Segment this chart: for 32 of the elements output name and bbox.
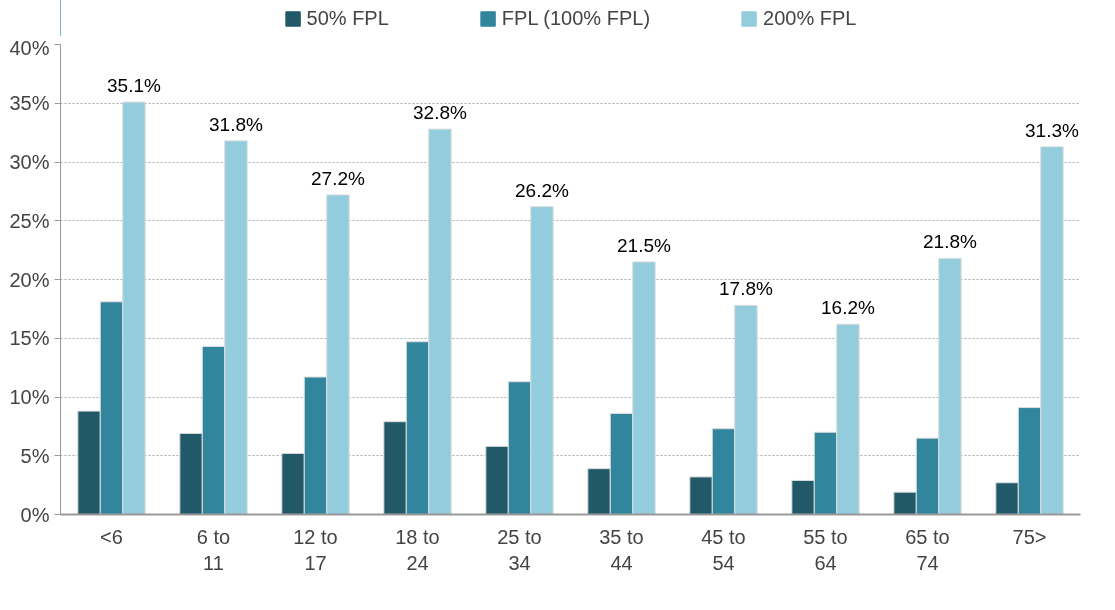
y-tick-label: 35% (9, 92, 50, 115)
y-tick-label: 5% (20, 444, 50, 467)
data-label: 32.8% (413, 102, 467, 124)
x-tick-label: 55 to 64 (803, 525, 848, 574)
x-tick-label: 75> (1012, 525, 1047, 548)
x-tick-label: 18 to 24 (395, 525, 440, 574)
data-label: 26.2% (515, 179, 569, 201)
y-tick-label: 30% (9, 151, 50, 173)
x-tick-label: 6 to 11 (196, 525, 231, 574)
legend-label: 50% FPL (306, 6, 389, 30)
x-tick-label: 25 to 34 (497, 525, 542, 574)
y-tick-label: 25% (9, 209, 50, 232)
data-label: 21.8% (923, 231, 977, 253)
data-label: 35.1% (107, 75, 161, 97)
y-tick-label: 10% (9, 386, 50, 408)
data-label: 17.8% (719, 278, 773, 300)
x-tick-label: 45 to 54 (701, 525, 746, 574)
y-tick-label: 0% (20, 503, 50, 526)
data-label: 31.8% (209, 113, 263, 135)
y-tick-label: 15% (9, 327, 50, 350)
y-tick-label: 20% (9, 268, 50, 291)
legend-label: 200% FPL (763, 6, 857, 30)
x-tick-label: <6 (100, 525, 123, 548)
y-tick-label: 40% (9, 36, 50, 59)
data-label: 16.2% (821, 297, 875, 319)
data-label: 21.5% (617, 234, 671, 256)
data-label: 31.3% (1025, 119, 1079, 141)
data-label: 27.2% (311, 167, 365, 189)
x-tick-label: 35 to 44 (599, 525, 644, 574)
legend-label: FPL (100% FPL) (501, 6, 651, 30)
x-tick-label: 12 to 17 (293, 525, 338, 574)
x-tick-label: 65 to 74 (905, 525, 950, 574)
